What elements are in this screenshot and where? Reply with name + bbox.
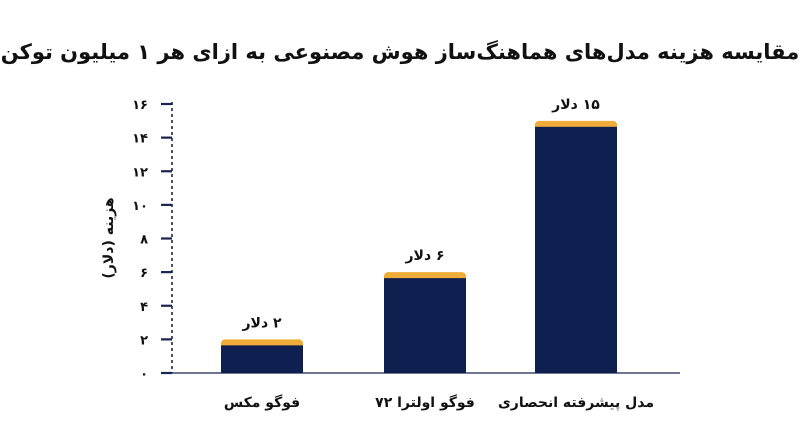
bar-value-label: ۱۵ دلار [551,97,600,113]
bar-value-label: ۶ دلار [404,248,444,264]
y-tick-label: ۱۴ [132,132,148,147]
y-tick-label: ۰ [140,367,148,382]
y-tick-label: ۱۲ [132,165,148,180]
y-tick-label: ۴ [140,300,148,315]
chart-title: مقایسه هزینه مدل‌های هماهنگ‌ساز هوش مصنو… [0,40,800,64]
bar [221,345,303,373]
bar [384,278,466,373]
bar [535,126,617,373]
y-tick-label: ۲ [140,333,148,348]
bar-value-label: ۲ دلار [241,315,282,331]
y-tick-label: ۸ [140,233,148,248]
x-category-label: فوگو اولترا ۷۲ [375,394,475,411]
y-tick-label: ۱۰ [132,199,148,214]
y-tick-label: ۱۶ [132,98,148,113]
y-tick-label: ۶ [140,266,148,281]
x-category-label: فوگو مکس [224,394,300,411]
y-axis-title: هزینه (دلار) [101,197,117,278]
x-category-label: مدل پیشرفته انحصاری [498,395,654,411]
